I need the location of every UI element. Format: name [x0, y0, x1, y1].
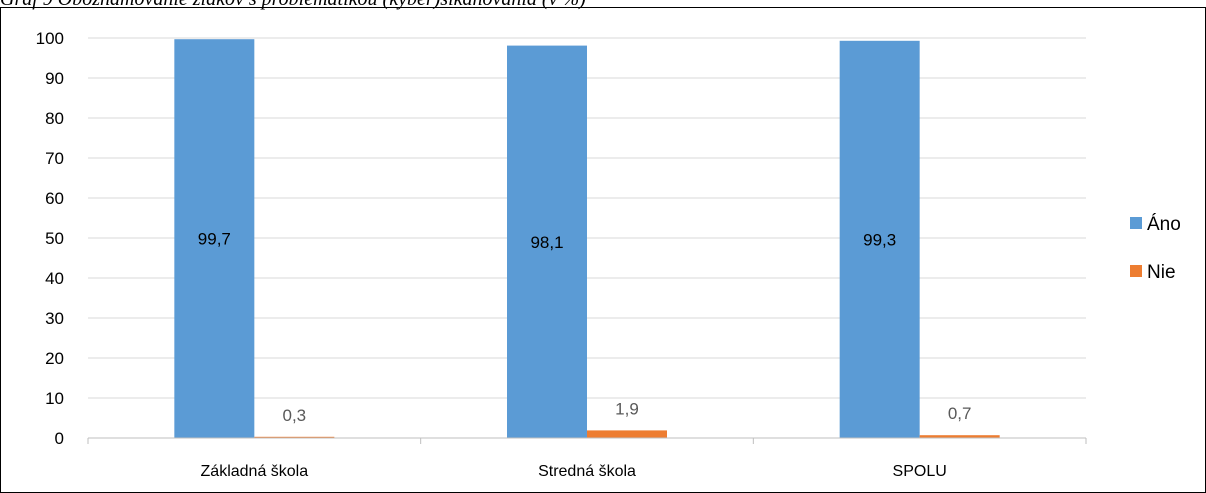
y-tick-label-30: 30	[45, 309, 64, 328]
y-tick-label-60: 60	[45, 189, 64, 208]
y-tick-label-80: 80	[45, 109, 64, 128]
bar-ano	[839, 40, 920, 439]
bar-nie	[587, 430, 667, 438]
y-tick-label-0: 0	[55, 429, 64, 448]
bar-ano	[507, 45, 587, 438]
data-label-ano: 99,7	[198, 230, 231, 249]
y-axis-ticks: 0 10 20 30 40 50 60 70 80 90 100	[36, 29, 64, 448]
bar-nie	[254, 436, 335, 438]
x-tick-label: Stredná škola	[538, 463, 636, 480]
legend-label-nie: Nie	[1147, 262, 1176, 283]
y-tick-label-10: 10	[45, 389, 64, 408]
data-label-ano: 99,3	[863, 230, 896, 249]
y-tick-label-100: 100	[36, 29, 64, 48]
data-label-nie: 0,3	[283, 406, 307, 425]
bars	[174, 39, 1000, 439]
data-label-nie: 1,9	[615, 399, 639, 418]
legend-swatch-ano	[1130, 217, 1142, 229]
y-tick-label-90: 90	[45, 69, 64, 88]
legend-swatch-nie	[1130, 265, 1142, 277]
bar-nie	[919, 435, 1000, 438]
y-tick-label-70: 70	[45, 149, 64, 168]
data-labels: 99,7 0,3 98,1 1,9 99,3 0,7	[198, 230, 972, 425]
x-axis: Základná škola Stredná škola SPOLU	[87, 437, 1087, 480]
figure-caption: Graf 9 Obozňamovanie žiakov s problemati…	[0, 0, 1206, 12]
y-tick-label-20: 20	[45, 349, 64, 368]
data-label-ano: 98,1	[530, 233, 563, 252]
y-tick-label-40: 40	[45, 269, 64, 288]
data-label-nie: 0,7	[948, 404, 972, 423]
legend: Áno Nie	[1130, 214, 1181, 283]
bar-ano	[174, 39, 255, 438]
y-tick-label-50: 50	[45, 229, 64, 248]
legend-label-ano: Áno	[1147, 214, 1181, 235]
x-tick-label: Základná škola	[201, 463, 309, 480]
x-tick-label: SPOLU	[893, 463, 947, 480]
